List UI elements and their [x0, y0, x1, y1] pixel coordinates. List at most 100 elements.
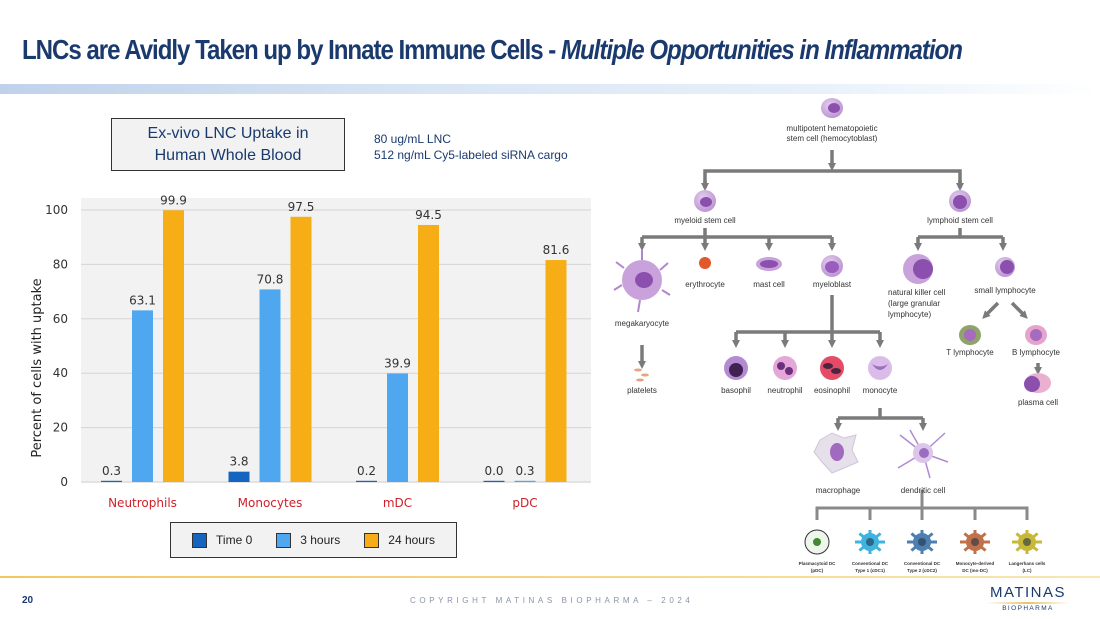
- label-megakaryocyte: megakaryocyte: [615, 319, 670, 328]
- label-root-1: multipotent hematopoietic: [786, 124, 877, 133]
- plot-background: [81, 198, 591, 483]
- title-divider: [0, 84, 1100, 94]
- label-nk-2: (large granular: [888, 299, 940, 308]
- label-myeloid: myeloid stem cell: [674, 216, 736, 225]
- bar-mdc-3-hours: [387, 373, 408, 482]
- mast-cell-icon: [756, 257, 782, 271]
- legend-item-time-0: Time 0: [192, 532, 253, 548]
- chart-title-box: Ex-vivo LNC Uptake in Human Whole Blood: [111, 118, 345, 171]
- category-label: pDC: [512, 496, 537, 510]
- chart-note: 80 ug/mL LNC 512 ng/mL Cy5-labeled siRNA…: [374, 131, 568, 163]
- label-t-lymphocyte: T lymphocyte: [946, 348, 994, 357]
- label-basophil: basophil: [721, 386, 751, 395]
- hematopoiesis-diagram: Plasmacytoid DC (pDC) Conventional DC Type …: [613, 98, 1061, 573]
- small-lymphocyte-icon: [995, 257, 1015, 277]
- label-platelets: platelets: [627, 386, 657, 395]
- bar-mdc-24-hours: [418, 224, 439, 482]
- data-labels: 0.3 63.1 99.9 3.8 70.8 97.5 0.2 39.9 94.5 0.0 0.3 8…: [102, 193, 569, 478]
- bar-mdc-time-0: [356, 480, 377, 482]
- lymphoid-cell-icon: [949, 190, 971, 212]
- label-myeloblast: myeloblast: [813, 280, 852, 289]
- slide-title: LNCs are Avidly Taken up by Innate Immun…: [22, 34, 963, 66]
- dc-subtype-label: Conventional DC: [904, 561, 941, 566]
- data-label: 0.3: [102, 464, 121, 478]
- dc-subtype-label: Conventional DC: [852, 561, 889, 566]
- stem-cell-icon: [821, 98, 843, 118]
- label-monocyte: monocyte: [863, 386, 898, 395]
- data-label: 99.9: [160, 193, 187, 207]
- logo-swoosh-icon: [986, 602, 1070, 604]
- myeloblast-icon: [821, 255, 843, 277]
- dc-subtype-5: Langerhans cells (LC): [1009, 530, 1046, 573]
- bars: [101, 210, 567, 483]
- label-nk-3: lymphocyte): [888, 310, 931, 319]
- label-mast-cell: mast cell: [753, 280, 785, 289]
- eosinophil-icon: [820, 356, 844, 380]
- chart-title-line-1: Ex-vivo LNC Uptake in: [147, 125, 309, 142]
- label-plasma-cell: plasma cell: [1018, 398, 1058, 407]
- y-tick-label: 0: [60, 475, 68, 489]
- label-root-2: stem cell (hemocytoblast): [787, 134, 878, 143]
- myeloid-cell-icon: [694, 190, 716, 212]
- bar-pdc-24-hours: [545, 260, 567, 482]
- y-tick-label: 40: [53, 366, 68, 380]
- footer-divider: [0, 576, 1100, 578]
- macrophage-icon: [813, 432, 859, 474]
- dc-subtype-4: Monocyte-derived DC (mo-DC): [956, 530, 995, 573]
- title-main: LNCs are Avidly Taken up by Innate Immun…: [22, 34, 544, 65]
- legend-item-3-hours: 3 hours: [276, 532, 341, 548]
- data-label: 0.3: [515, 464, 534, 478]
- dendritic-cell-icon: [897, 429, 949, 479]
- data-label: 0.2: [357, 464, 376, 478]
- chart-title-line-2: Human Whole Blood: [154, 147, 302, 164]
- label-macrophage: macrophage: [816, 486, 861, 495]
- erythrocyte-icon: [699, 257, 711, 269]
- data-label: 3.8: [229, 455, 248, 469]
- y-tick-label: 100: [45, 203, 68, 217]
- dc-subtype-label: Plasmacytoid DC: [799, 561, 837, 566]
- label-eosinophil: eosinophil: [814, 386, 850, 395]
- y-tick-label: 60: [53, 312, 68, 326]
- diagram-labels: multipotent hematopoietic stem cell (hem…: [615, 124, 1061, 495]
- legend-label: Time 0: [216, 533, 253, 547]
- dc-subtype-2: Conventional DC Type 1 (cDC1): [852, 530, 889, 573]
- dc-subtype-label: Langerhans cells: [1009, 561, 1046, 566]
- y-tick-label: 20: [53, 421, 68, 435]
- bar-pdc-3-hours: [514, 480, 536, 482]
- dc-subtype-label: DC (mo-DC): [962, 568, 988, 573]
- legend-label: 24 hours: [388, 533, 435, 547]
- legend-item-24-hours: 24 hours: [364, 532, 435, 548]
- label-b-lymphocyte: B lymphocyte: [1012, 348, 1061, 357]
- legend-swatch-3-hours: [276, 532, 292, 548]
- category-label: Neutrophils: [108, 496, 177, 510]
- bar-neutrophils-time-0: [101, 480, 122, 482]
- data-label: 81.6: [543, 243, 570, 257]
- bar-neutrophils-3-hours: [132, 310, 153, 482]
- category-labels: Neutrophils Monocytes mDC pDC: [108, 496, 538, 510]
- legend-swatch-24-hours: [364, 532, 380, 548]
- data-label: 70.8: [257, 272, 284, 286]
- b-lymphocyte-icon: [1025, 325, 1047, 345]
- bar-chart: 0 20 40 60 80 100 0.3 63.1 99.9 3.8 70.8 97.5 0.2 39…: [30, 193, 591, 510]
- dc-subtypes: Plasmacytoid DC (pDC) Conventional DC Type …: [799, 529, 1046, 573]
- bar-monocytes-3-hours: [259, 289, 281, 482]
- dc-connector-lines: [815, 490, 1029, 520]
- legend-label: 3 hours: [300, 533, 341, 547]
- nk-cell-icon: [903, 254, 933, 284]
- title-subtitle: Multiple Opportunities in Inflammation: [560, 34, 963, 65]
- category-label: Monocytes: [238, 496, 303, 510]
- nk-labels: natural killer cell (large granular lymp…: [888, 288, 946, 319]
- y-axis-label: Percent of cells with uptake: [30, 278, 45, 457]
- t-lymphocyte-icon: [959, 325, 981, 345]
- bar-monocytes-24-hours: [290, 216, 312, 483]
- connector-lines: [638, 150, 1042, 431]
- chart-legend: Time 0 3 hours 24 hours: [170, 522, 457, 558]
- dc-subtype-label: (pDC): [811, 568, 824, 573]
- dc-subtype-label: Type 2 (cDC2): [907, 568, 937, 573]
- title-separator: -: [542, 34, 561, 65]
- bar-monocytes-time-0: [228, 471, 250, 482]
- data-label: 94.5: [415, 208, 442, 222]
- copyright: COPYRIGHT MATINAS BIOPHARMA – 2024: [410, 596, 694, 605]
- data-label: 0.0: [484, 464, 503, 478]
- basophil-icon: [724, 356, 748, 380]
